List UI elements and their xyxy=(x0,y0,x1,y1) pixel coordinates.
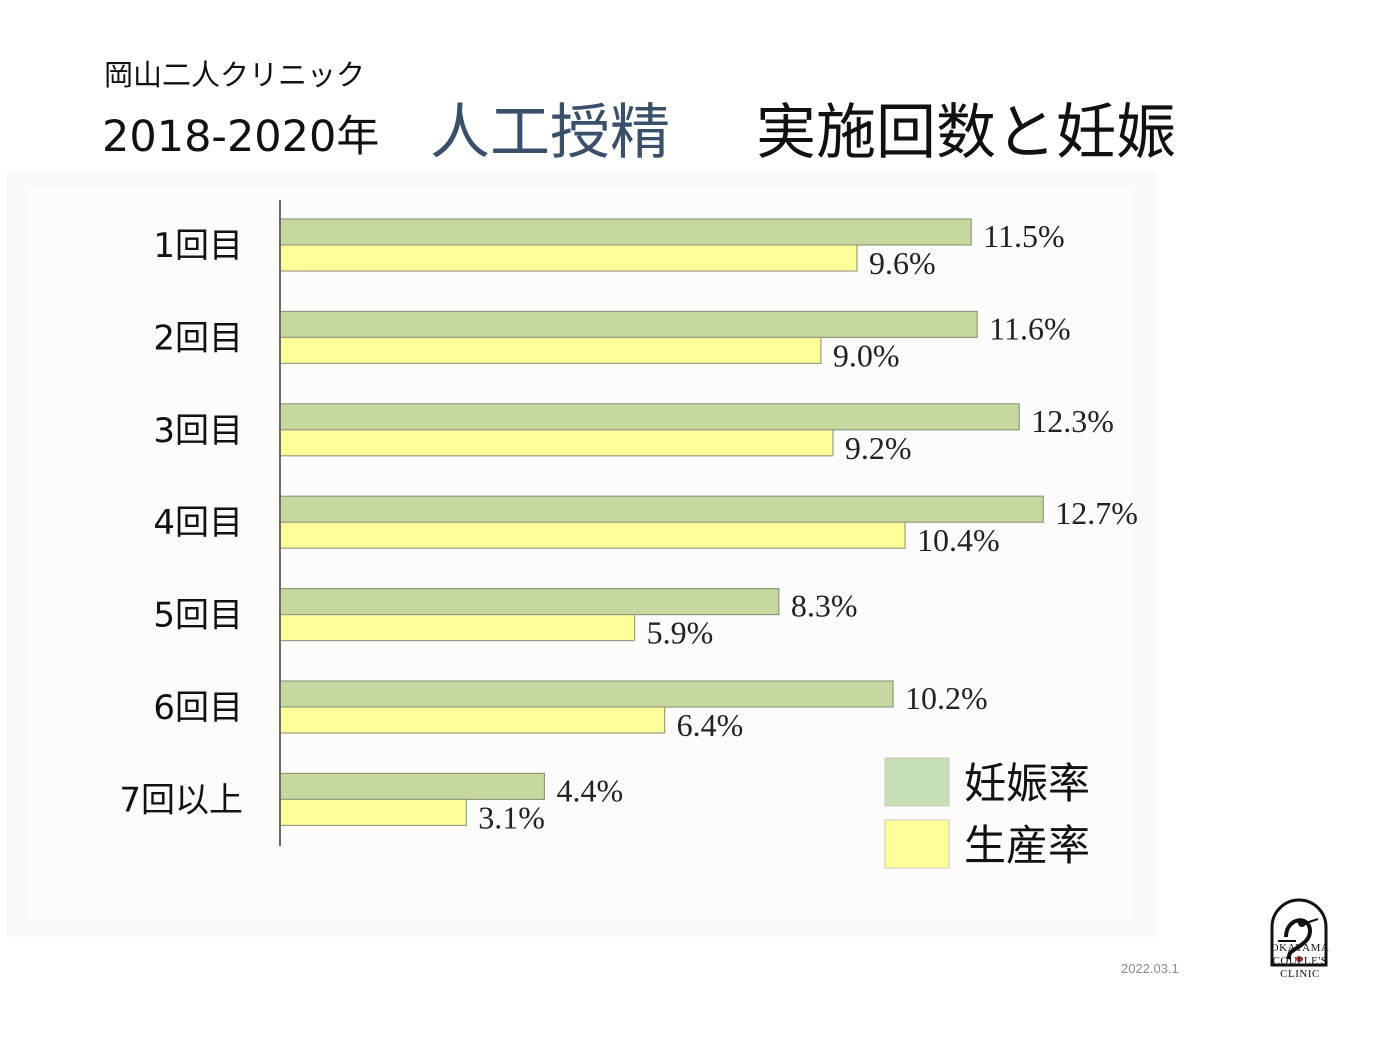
legend-label-birth: 生産率 xyxy=(964,821,1090,870)
category-label: 7回以上 xyxy=(119,780,243,820)
bar-pregnancy-rate xyxy=(279,403,1020,431)
year-range: 2018-2020年 xyxy=(102,112,380,162)
data-label: 6.4% xyxy=(677,707,744,743)
data-label: 11.6% xyxy=(989,310,1070,346)
bar-birth-rate xyxy=(279,244,858,272)
data-label: 11.5% xyxy=(983,218,1064,254)
clinic-logo-text: OKAYAMA COUPLE'S CLINIC xyxy=(1270,942,1330,980)
data-label: 9.2% xyxy=(845,430,912,466)
page-title-part1: 人工授精 xyxy=(430,98,670,168)
clinic-name: 岡山二人クリニック xyxy=(104,58,366,92)
page-title-part2: 実施回数と妊娠 xyxy=(756,98,1176,168)
data-label: 10.4% xyxy=(917,522,1000,558)
category-label: 6回目 xyxy=(153,688,243,728)
category-label: 5回目 xyxy=(153,596,243,636)
bar-pregnancy-rate xyxy=(279,680,894,708)
data-label: 9.0% xyxy=(833,337,900,373)
category-label: 3回目 xyxy=(153,411,243,451)
category-label: 1回目 xyxy=(153,226,243,266)
bar-birth-rate xyxy=(279,429,834,457)
bar-pregnancy-rate xyxy=(279,218,972,246)
clinic-logo-icon xyxy=(1270,898,1328,967)
bar-pregnancy-rate xyxy=(279,495,1044,523)
bar-birth-rate xyxy=(279,798,467,827)
date-stamp: 2022.03.1 xyxy=(1121,961,1179,976)
data-label: 5.9% xyxy=(647,615,714,651)
legend-label-pregnancy: 妊娠率 xyxy=(964,759,1090,808)
data-label: 12.7% xyxy=(1055,495,1138,531)
bar-birth-rate xyxy=(279,706,666,734)
legend-swatch-pregnancy xyxy=(884,757,950,807)
bar-birth-rate xyxy=(279,613,636,642)
data-label: 10.2% xyxy=(905,680,988,716)
category-label: 4回目 xyxy=(153,503,243,543)
bar-birth-rate xyxy=(279,521,906,549)
data-label: 9.6% xyxy=(869,245,936,281)
bar-pregnancy-rate xyxy=(279,587,780,616)
data-label: 12.3% xyxy=(1031,403,1114,439)
bar-pregnancy-rate xyxy=(279,772,546,801)
data-label: 4.4% xyxy=(556,772,623,808)
legend-swatch-birth xyxy=(884,819,950,869)
bar-birth-rate xyxy=(279,336,822,364)
data-label: 8.3% xyxy=(791,588,858,624)
category-label: 2回目 xyxy=(153,318,243,358)
data-label: 3.1% xyxy=(478,799,545,835)
bar-pregnancy-rate xyxy=(279,310,978,338)
